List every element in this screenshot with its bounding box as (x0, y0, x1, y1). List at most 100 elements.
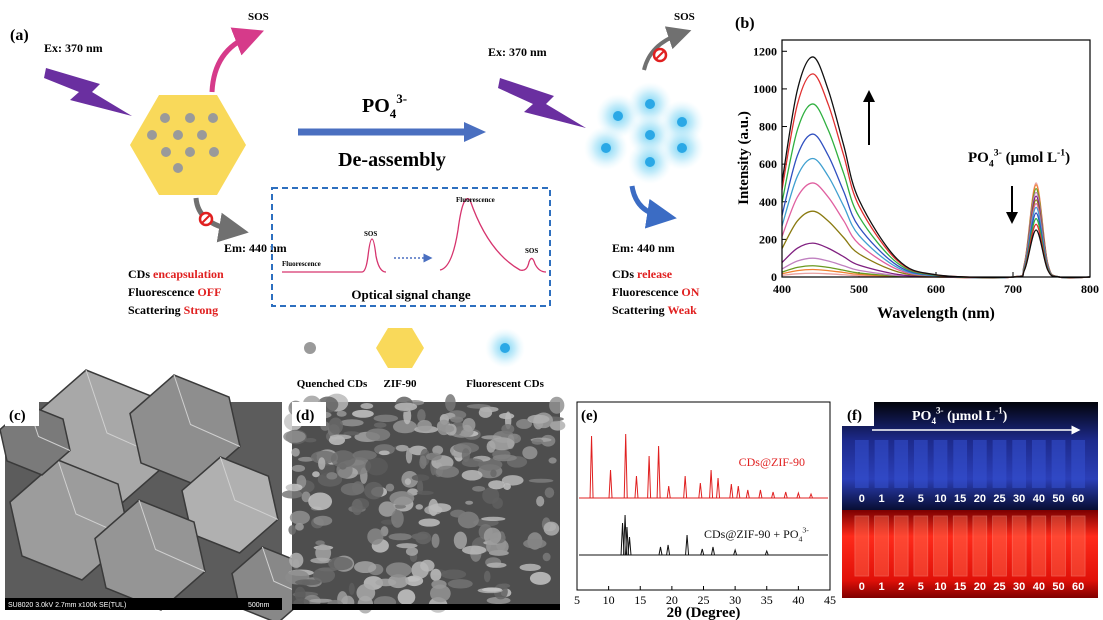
inset-label: Fluorescence (282, 260, 321, 268)
excitation: Ex: 370 nm (488, 45, 547, 59)
status-line: CDs encapsulation (128, 267, 224, 281)
process-caption: De-assembly (338, 149, 446, 171)
concentration-label: 40 (1033, 493, 1045, 505)
photo-header-part: 3- (936, 406, 944, 416)
ion-label-part: 3- (396, 91, 407, 106)
excitation: Ex: 370 nm (44, 41, 103, 55)
particle (396, 445, 409, 452)
status-line: Scattering Strong (128, 303, 218, 317)
particle (417, 420, 432, 431)
x-tick-label: 800 (1081, 282, 1099, 296)
panel-label: (d) (296, 408, 314, 424)
annotation-part: -1 (1057, 147, 1065, 158)
inset-curve (440, 199, 546, 272)
tube (875, 516, 889, 576)
particle (545, 487, 555, 498)
particle (482, 587, 502, 591)
particle (367, 528, 383, 544)
concentration-label: 1 (878, 581, 884, 593)
panel-label: (c) (9, 408, 26, 424)
particle (330, 435, 352, 440)
x-tick-label: 600 (927, 282, 945, 296)
inset-label: Fluorescence (456, 196, 495, 204)
y-tick-label: 0 (771, 270, 777, 284)
tube (894, 516, 908, 576)
y-tick-label: 1000 (753, 82, 777, 96)
emission: Em: 440 nm (612, 241, 675, 255)
process-arrowhead (464, 122, 486, 142)
sem-scale: 500nm (248, 602, 270, 609)
status-line-part: Scattering (612, 303, 667, 317)
tube (1012, 516, 1026, 576)
annotation: PO43- (μmol L-1) (968, 147, 1070, 169)
concentration-label: 0 (859, 581, 865, 593)
tube (973, 516, 987, 576)
concentration-label: 10 (934, 493, 946, 505)
trace-label-part: CDs@ZIF-90 + PO (704, 527, 799, 541)
quenched-cd (185, 147, 195, 157)
zif-crystal (130, 95, 246, 195)
tube (855, 516, 869, 576)
spectrum (782, 200, 1090, 278)
tube (1071, 440, 1085, 488)
ion-label-part: 4 (390, 106, 397, 121)
particle (386, 484, 394, 492)
particle (374, 415, 399, 422)
fluorescent-cd (601, 143, 611, 153)
legend-icon (304, 342, 316, 354)
particle (340, 419, 363, 426)
tube (953, 440, 967, 488)
particle (488, 480, 505, 489)
particle (492, 497, 503, 509)
panel-label: (a) (10, 27, 29, 44)
x-axis-label: Wavelength (nm) (877, 305, 995, 322)
tube (1052, 516, 1066, 576)
particle (337, 411, 347, 417)
x-axis-label: 2θ (Degree) (667, 605, 741, 620)
particle (415, 504, 423, 510)
x-tick-label: 40 (792, 593, 804, 607)
particle (419, 518, 440, 526)
particle (286, 484, 303, 491)
inset-label: SOS (525, 247, 538, 255)
y-tick-label: 1200 (753, 44, 777, 58)
particle (536, 496, 544, 507)
concentration-label: 25 (993, 493, 1005, 505)
particle (481, 517, 505, 521)
concentration-label: 50 (1052, 581, 1064, 593)
plot-frame (577, 402, 830, 590)
particle (502, 475, 524, 485)
fluorescent-cd (645, 157, 655, 167)
tube (1052, 440, 1066, 488)
emission: Em: 440 nm (224, 241, 287, 255)
particle (295, 579, 320, 585)
concentration-label: 15 (954, 581, 966, 593)
spectrum (782, 159, 1090, 278)
trace-label-part: 4 (799, 535, 803, 544)
tube (953, 516, 967, 576)
particle (532, 439, 544, 445)
concentration-label: 1 (878, 493, 884, 505)
particle (326, 472, 337, 479)
particle (454, 532, 467, 549)
fluorescent-cd (613, 111, 623, 121)
sos-label: SOS (248, 11, 269, 23)
particle (364, 482, 383, 499)
legend-icon (376, 328, 424, 368)
status-line: Fluorescence ON (612, 285, 700, 299)
status-line-part: Weak (667, 303, 697, 317)
tube (993, 516, 1007, 576)
particle (445, 394, 456, 411)
quenched-cd (209, 147, 219, 157)
particle (282, 490, 302, 498)
particle (529, 479, 554, 483)
particle (493, 454, 517, 461)
particle (405, 478, 411, 485)
particle (480, 407, 499, 413)
concentration-label: 60 (1072, 493, 1084, 505)
y-tick-label: 200 (759, 232, 777, 246)
particle (349, 583, 355, 595)
concentration-label: 30 (1013, 581, 1025, 593)
photo-header-part: PO (912, 409, 932, 424)
particle (366, 428, 390, 441)
